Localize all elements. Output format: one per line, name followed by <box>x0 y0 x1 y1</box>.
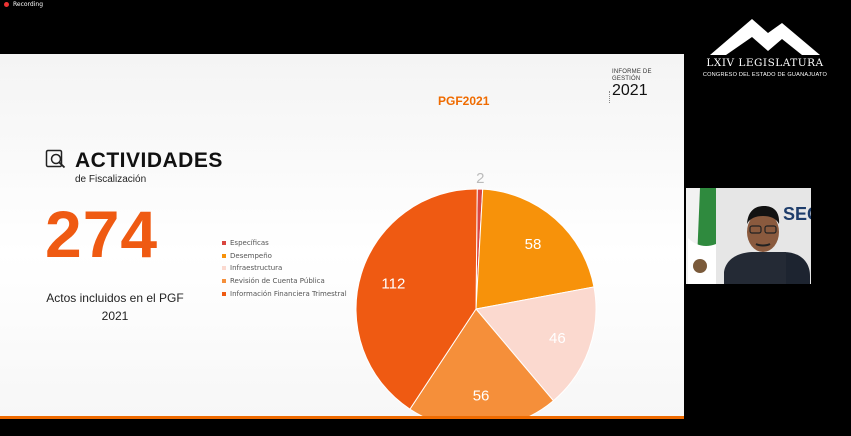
chart-title: PGF2021 <box>438 94 490 108</box>
total-caption-year: 2021 <box>101 309 129 323</box>
legend-item: Revisión de Cuenta Pública <box>222 275 347 288</box>
logo-title: LXIV LEGISLATURA <box>706 57 824 69</box>
legend-swatch <box>222 291 226 296</box>
pie-slice-label: 2 <box>476 170 484 187</box>
legend-label: Infraestructura <box>230 264 283 273</box>
badge-line1: INFORME DE <box>612 69 652 75</box>
informe-badge: INFORME DE GESTIÓN 2021 <box>609 69 656 103</box>
legend-swatch <box>222 241 226 246</box>
legend-label: Desempeño <box>230 251 272 260</box>
legend-item: Desempeño <box>222 250 347 263</box>
pie-slice-label: 46 <box>549 330 566 347</box>
total-caption: Actos incluidos en el PGF <box>46 291 184 305</box>
section-title: ACTIVIDADES <box>75 149 223 172</box>
badge-year: 2021 <box>612 82 648 99</box>
pie-slice <box>355 188 478 410</box>
legend-label: Revisión de Cuenta Pública <box>230 277 325 286</box>
legend-item: Específicas <box>222 237 347 250</box>
recording-dot-icon <box>4 2 9 7</box>
legend-item: Infraestructura <box>222 262 347 275</box>
legend-swatch <box>222 266 226 271</box>
legend-swatch <box>222 253 226 258</box>
pie-slice <box>409 308 555 416</box>
badge-line2: GESTIÓN <box>612 76 641 82</box>
legend-item: Información Financiera Trimestral <box>222 287 347 300</box>
logo-subtitle: CONGRESO DEL ESTADO DE GUANAJUATO <box>702 72 828 78</box>
pie-slice <box>475 188 595 310</box>
pie-slice-label: 58 <box>525 236 542 253</box>
legend-label: Específicas <box>230 239 269 248</box>
slide-accent-bar <box>0 416 684 419</box>
magnifier-document-icon <box>45 149 66 169</box>
participant-video-frame: SEG <box>686 188 811 284</box>
presentation-slide: INFORME DE GESTIÓN 2021 ACTIVIDADES de F… <box>0 54 684 416</box>
participant-video: SEG <box>686 188 811 284</box>
legislatura-logo-icon <box>710 19 820 55</box>
section-subtitle: de Fiscalización <box>75 174 147 185</box>
pie-slice-label: 112 <box>381 276 405 293</box>
pie-slice <box>475 286 597 402</box>
legend-label: Información Financiera Trimestral <box>230 289 347 298</box>
recording-label: Recording <box>13 1 44 8</box>
pie-slice-label: 56 <box>473 387 490 404</box>
chart-legend: Específicas Desempeño Infraestructura Revis… <box>222 237 347 300</box>
legend-swatch <box>222 279 226 284</box>
total-count: 274 <box>45 197 159 271</box>
pie-chart: 2 58 46 56 112 <box>355 170 597 416</box>
recording-indicator: Recording <box>4 1 43 8</box>
backdrop-text: SEG <box>783 204 811 224</box>
badge-divider <box>609 91 610 103</box>
